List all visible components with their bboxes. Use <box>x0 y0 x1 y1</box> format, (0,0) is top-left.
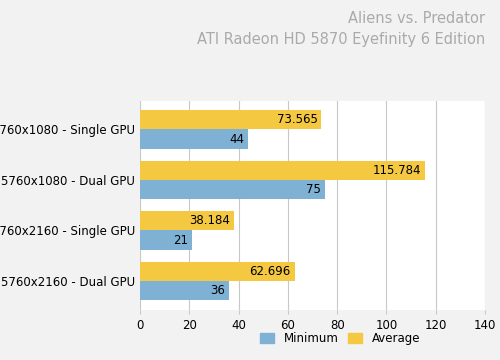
Bar <box>140 130 248 149</box>
Text: 36: 36 <box>210 284 225 297</box>
Bar <box>140 110 322 130</box>
Bar <box>140 230 192 249</box>
Bar <box>140 211 234 230</box>
Text: 21: 21 <box>173 234 188 247</box>
Text: Aliens vs. Predator
ATI Radeon HD 5870 Eyefinity 6 Edition: Aliens vs. Predator ATI Radeon HD 5870 E… <box>197 11 485 47</box>
Text: 44: 44 <box>230 132 244 145</box>
Legend: Minimum, Average: Minimum, Average <box>256 327 425 350</box>
Text: 115.784: 115.784 <box>373 164 422 177</box>
Text: 73.565: 73.565 <box>276 113 318 126</box>
Text: 62.696: 62.696 <box>250 265 291 278</box>
Text: 75: 75 <box>306 183 321 196</box>
Bar <box>140 281 228 300</box>
Bar <box>140 180 325 199</box>
Bar <box>140 161 426 180</box>
Bar <box>140 262 294 281</box>
Text: 38.184: 38.184 <box>190 214 230 228</box>
